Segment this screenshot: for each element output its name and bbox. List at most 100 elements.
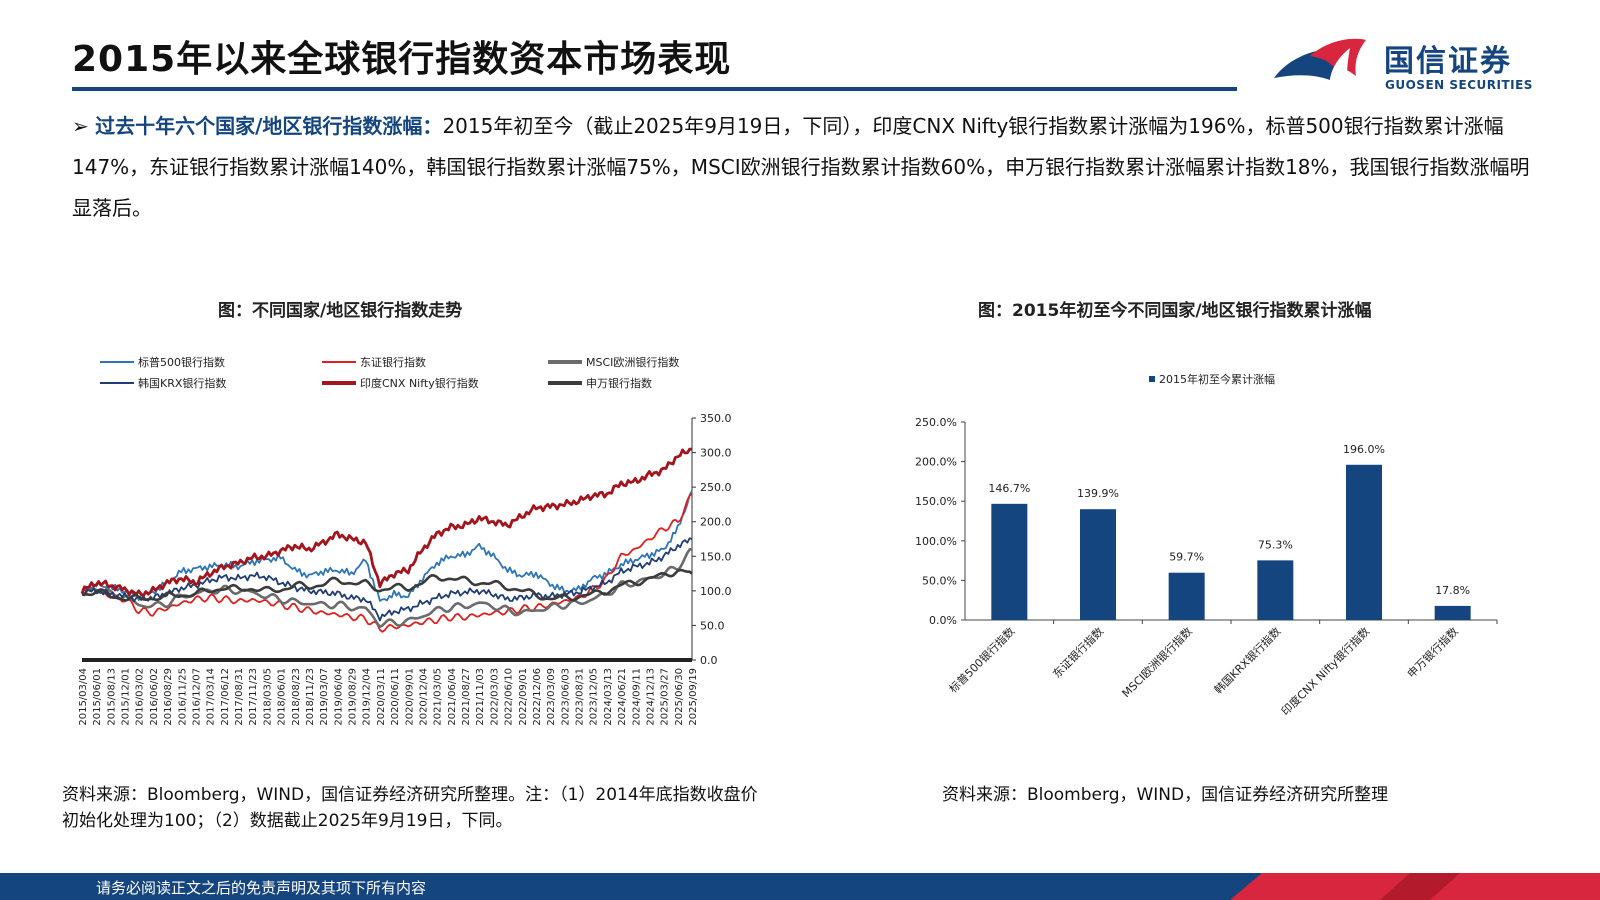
legend-label: 标普500银行指数: [138, 355, 225, 369]
x-tick-label: 2015/06/01: [92, 668, 103, 726]
y-tick-label: 50.0%: [922, 574, 957, 587]
legend-label: 2015年初至今累计涨幅: [1159, 372, 1275, 386]
footer-bar: [0, 873, 1600, 900]
y-tick-label: 250.0: [700, 481, 732, 494]
series-line: [81, 490, 693, 602]
footer-disclaimer: 请务必阅读正文之后的免责声明及其项下所有内容: [96, 879, 427, 897]
x-tick-label: 2015/08/13: [106, 668, 117, 726]
x-tick-label: 2019/03/07: [319, 668, 330, 726]
y-tick-label: 350.0: [700, 412, 732, 425]
bullet-arrow-icon: ➢: [72, 114, 96, 138]
legend-label: 韩国KRX银行指数: [138, 376, 226, 390]
x-tick-label: 2025/09/19: [688, 668, 699, 726]
bar-chart: 2015年初至今累计涨幅 0.0% 50.0% 100.0% 150.0% 200.0% 2…: [915, 372, 1498, 718]
x-tick-label: 2017/03/14: [206, 668, 217, 726]
bar: [1080, 509, 1116, 620]
right-chart-source: 资料来源：Bloomberg，WIND，国信证券经济研究所整理: [942, 785, 1389, 805]
y-tick-label: 250.0%: [915, 416, 957, 429]
x-tick-label: 2016/11/25: [177, 668, 188, 726]
x-tick-label: 2020/06/11: [390, 668, 401, 726]
bar-value-label: 59.7%: [1169, 551, 1204, 564]
legend-swatch: [1149, 376, 1155, 382]
x-tick-label: 2025/03/27: [660, 668, 671, 726]
x-tick-label: 2021/03/05: [433, 668, 444, 726]
x-tick-label: 2017/11/23: [248, 668, 259, 726]
x-tick-label: 2020/09/01: [404, 668, 415, 726]
y-tick-label: 150.0%: [915, 495, 957, 508]
x-tick-label: 2023/06/03: [560, 668, 571, 726]
x-tick-label: 2019/08/29: [348, 668, 359, 726]
x-tick-label: 2024/12/13: [645, 668, 656, 726]
x-tick-label: 2023/08/31: [575, 668, 586, 726]
x-tick-label: 2023/03/09: [546, 668, 557, 726]
bar-value-label: 196.0%: [1343, 443, 1385, 456]
x-tick-label: 2022/06/10: [504, 668, 515, 726]
x-tick-label: 2021/11/03: [475, 668, 486, 726]
guosen-logo-icon: [1274, 38, 1366, 84]
y-tick-label: 300.0: [700, 447, 732, 460]
legend-label: 印度CNX Nifty银行指数: [360, 376, 479, 390]
page-title: 2015年以来全球银行指数资本市场表现: [72, 39, 732, 80]
x-tick-label: 2018/03/05: [262, 668, 273, 726]
x-tick-label: 印度CNX Nifty银行指数: [1278, 624, 1372, 718]
bar: [1168, 572, 1205, 620]
x-tick-label: 2015/12/01: [121, 668, 132, 726]
summary-paragraph: ➢ 过去十年六个国家/地区银行指数涨幅：2015年初至今（截止2025年9月19…: [72, 106, 1542, 229]
x-tick-label: 2023/12/05: [589, 668, 600, 726]
x-tick-label: 2020/03/11: [376, 668, 387, 726]
x-tick-label: 2015/03/04: [78, 668, 89, 726]
x-tick-label: 2019/12/04: [362, 668, 373, 726]
left-chart-caption: 图：不同国家/地区银行指数走势: [218, 301, 463, 321]
y-tick-label: 50.0: [700, 619, 725, 632]
y-tick-label: 0.0: [700, 654, 718, 667]
x-tick-label: 2018/08/23: [291, 668, 302, 726]
y-tick-label: 200.0: [700, 516, 732, 529]
x-tick-label: 2020/12/04: [418, 668, 429, 726]
bar-value-label: 139.9%: [1077, 487, 1119, 500]
x-tick-label: 2017/06/12: [220, 668, 231, 726]
x-tick-label: 2022/03/03: [489, 668, 500, 726]
title-divider: [72, 87, 1237, 91]
x-tick-label: 2024/09/11: [631, 668, 642, 726]
right-chart-caption: 图：2015年初至今不同国家/地区银行指数累计涨幅: [978, 301, 1372, 321]
bar: [1434, 605, 1471, 620]
x-tick-label: 2021/08/27: [461, 668, 472, 726]
legend-label: 东证银行指数: [360, 355, 426, 369]
x-tick-label: 韩国KRX银行指数: [1211, 624, 1283, 696]
y-tick-label: 100.0: [700, 585, 732, 598]
bar-value-label: 17.8%: [1435, 584, 1470, 597]
left-chart-source: 资料来源：Bloomberg，WIND，国信证券经济研究所整理。注：（1）201…: [62, 785, 758, 831]
legend-label: MSCI欧洲银行指数: [586, 355, 679, 369]
x-tick-label: 2022/12/06: [532, 668, 543, 726]
logo-subtext: GUOSEN SECURITIES: [1385, 78, 1533, 92]
x-tick-label: 2021/06/04: [447, 668, 458, 726]
summary-body: 2015年初至今（截止2025年9月19日，下同），印度CNX Nifty银行指…: [72, 114, 1530, 220]
x-tick-label: MSCI欧洲银行指数: [1119, 624, 1195, 700]
y-tick-label: 200.0%: [915, 456, 957, 469]
series-line: [81, 493, 693, 633]
x-tick-label: 2017/08/31: [234, 668, 245, 726]
y-tick-label: 150.0: [700, 550, 732, 563]
legend-label: 申万银行指数: [586, 376, 652, 390]
x-tick-label: 2018/06/01: [277, 668, 288, 726]
bar-value-label: 75.3%: [1258, 538, 1293, 551]
bar: [1346, 464, 1382, 620]
y-tick-label: 100.0%: [915, 535, 957, 548]
x-tick-label: 2016/03/02: [135, 668, 146, 726]
x-tick-label: 2016/12/07: [191, 668, 202, 726]
x-tick-label: 2025/06/30: [674, 668, 685, 726]
x-tick-label: 2019/06/04: [333, 668, 344, 726]
bar: [1257, 560, 1294, 620]
x-tick-label: 标普500银行指数: [946, 624, 1017, 695]
x-tick-label: 申万银行指数: [1404, 624, 1461, 681]
y-tick-label: 0.0%: [929, 614, 957, 627]
logo-text: 国信证券: [1384, 44, 1512, 79]
bar-value-label: 146.7%: [988, 482, 1030, 495]
x-tick-label: 2016/08/29: [163, 668, 174, 726]
summary-lead: 过去十年六个国家/地区银行指数涨幅：: [95, 114, 443, 138]
x-tick-label: 2018/11/23: [305, 668, 316, 726]
series-line: [81, 568, 693, 602]
x-tick-label: 2016/06/02: [149, 668, 160, 726]
series-line: [81, 537, 693, 622]
